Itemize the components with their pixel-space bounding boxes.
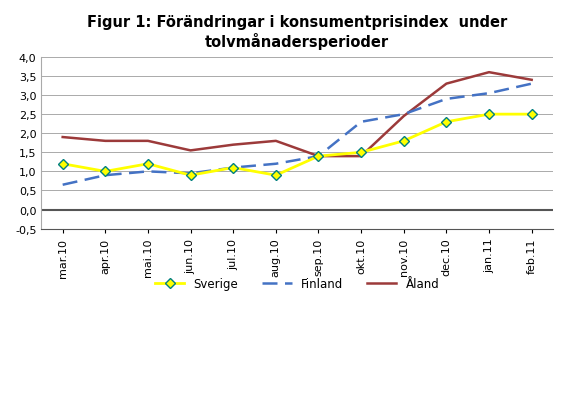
- Legend: Sverige, Finland, Åland: Sverige, Finland, Åland: [150, 273, 444, 295]
- Title: Figur 1: Förändringar i konsumentprisindex  under
tolvmånadersperioder: Figur 1: Förändringar i konsumentprisind…: [87, 15, 507, 50]
